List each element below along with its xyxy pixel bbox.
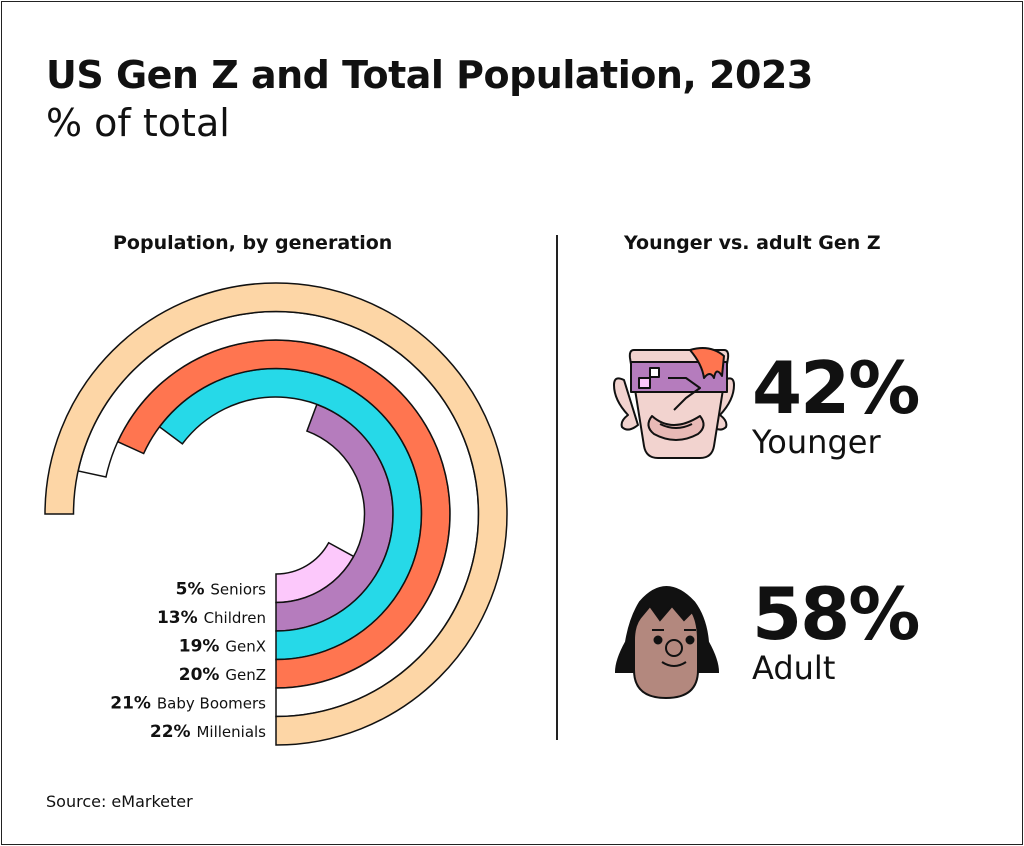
data-label: 20% GenZ xyxy=(179,665,266,685)
data-label: 13% Children xyxy=(157,608,266,628)
younger-label: Younger xyxy=(752,423,881,461)
category-label: Baby Boomers xyxy=(157,694,266,712)
value-label: 20% xyxy=(179,665,226,685)
source-note: Source: eMarketer xyxy=(46,792,193,811)
category-label: GenZ xyxy=(225,666,266,684)
younger-value: 42% xyxy=(752,346,920,430)
data-label: 21% Baby Boomers xyxy=(110,693,266,713)
chart-title: US Gen Z and Total Population, 2023 xyxy=(46,53,813,97)
value-label: 22% xyxy=(150,722,197,742)
data-label: 5% Seniors xyxy=(176,579,267,599)
value-label: 19% xyxy=(179,636,226,656)
data-label: 22% Millenials xyxy=(150,722,266,742)
divider xyxy=(556,235,558,740)
chart-subtitle: % of total xyxy=(46,101,230,145)
left-section-title: Population, by generation xyxy=(113,232,393,254)
radial-bar-chart: 5% Seniors 13% Children 19% GenX 20% GenZ 21… xyxy=(44,282,508,746)
right-section-title: Younger vs. adult Gen Z xyxy=(624,232,881,254)
adult-value: 58% xyxy=(752,572,920,656)
category-label: GenX xyxy=(225,637,266,655)
category-label: Seniors xyxy=(210,580,266,598)
category-label: Children xyxy=(204,609,266,627)
value-label: 13% xyxy=(157,608,204,628)
adult-label: Adult xyxy=(752,649,836,687)
bar-millenials xyxy=(44,282,508,746)
value-label: 5% xyxy=(176,579,211,599)
value-label: 21% xyxy=(110,693,157,713)
data-label: 19% GenX xyxy=(179,636,266,656)
category-label: Millenials xyxy=(196,723,266,741)
